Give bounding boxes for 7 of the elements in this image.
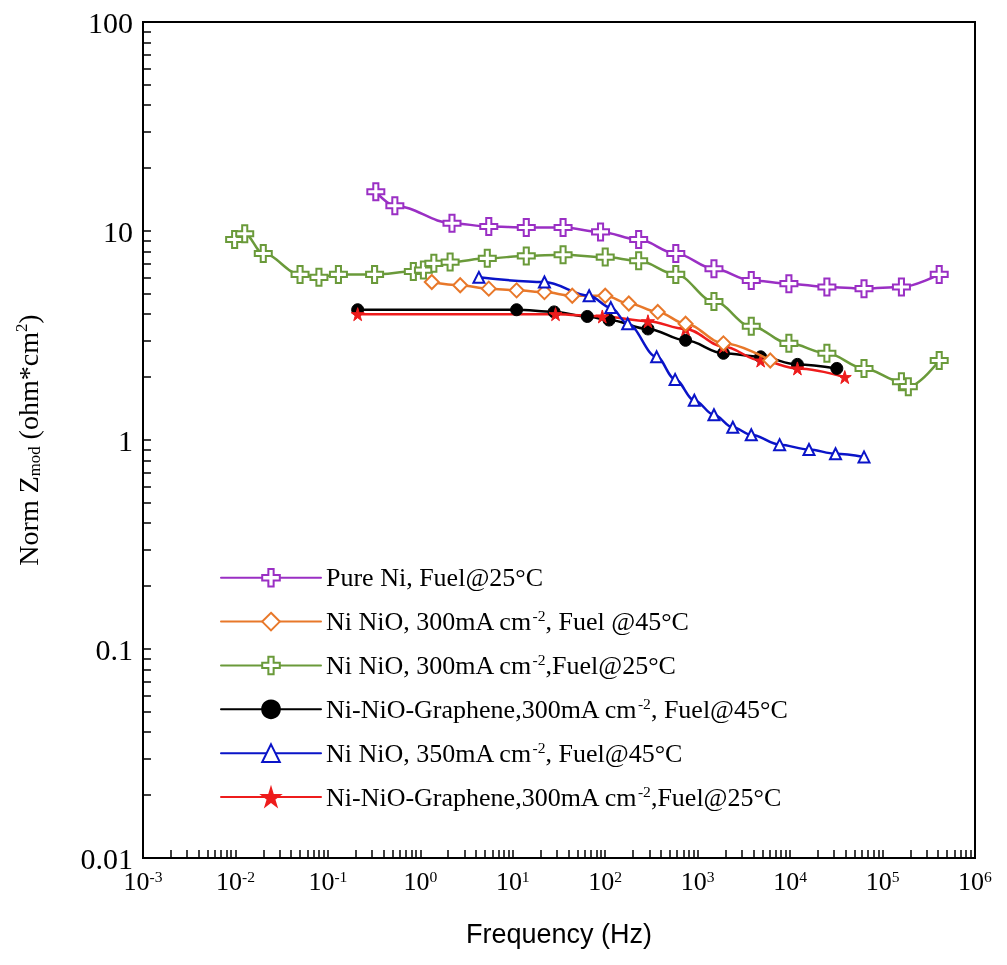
legend-label: Pure Ni, Fuel@25°C xyxy=(326,563,544,593)
x-axis-title: Frequency (Hz) xyxy=(465,918,653,949)
y-tick-label: 0.1 xyxy=(95,632,133,666)
y-tick-label: 10 xyxy=(103,214,133,248)
y-tick-label: 100 xyxy=(88,5,133,39)
y-tick-label: 1 xyxy=(118,423,133,457)
y-axis-title: Norm Zmod (ohm*cm2) xyxy=(12,314,44,566)
